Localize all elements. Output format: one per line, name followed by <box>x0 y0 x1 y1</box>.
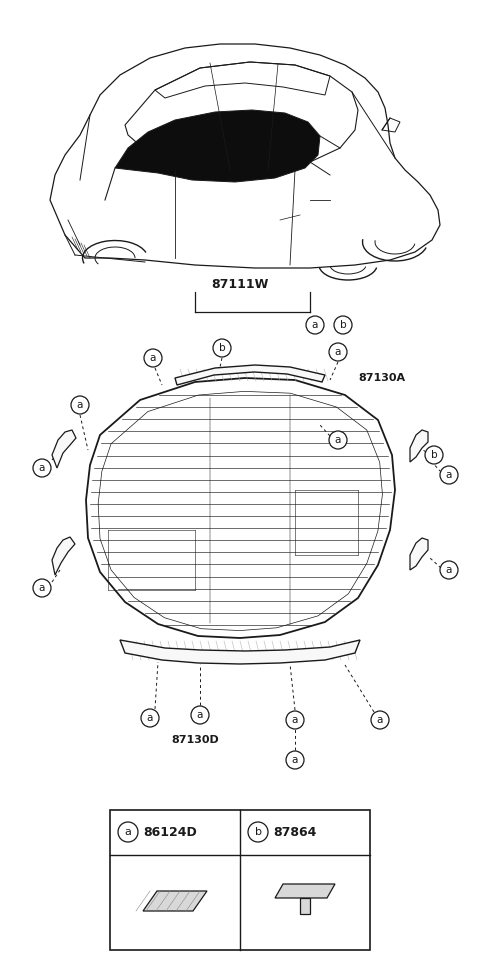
Circle shape <box>440 466 458 484</box>
Circle shape <box>286 711 304 729</box>
Text: a: a <box>377 715 383 725</box>
Circle shape <box>33 459 51 477</box>
Text: a: a <box>335 347 341 357</box>
Text: a: a <box>197 710 203 720</box>
Text: a: a <box>292 715 298 725</box>
Text: b: b <box>254 827 262 837</box>
Text: a: a <box>150 353 156 363</box>
Circle shape <box>440 561 458 579</box>
Circle shape <box>141 709 159 727</box>
Text: 87130D: 87130D <box>171 735 219 745</box>
Text: b: b <box>340 320 346 330</box>
Circle shape <box>213 339 231 357</box>
Text: b: b <box>219 343 225 353</box>
Text: 87130A: 87130A <box>358 373 405 383</box>
Text: 86124D: 86124D <box>143 825 197 839</box>
Polygon shape <box>300 898 310 914</box>
Text: a: a <box>77 400 83 410</box>
Polygon shape <box>410 430 428 462</box>
Text: a: a <box>125 827 132 837</box>
Text: a: a <box>39 583 45 593</box>
Circle shape <box>334 316 352 334</box>
Text: a: a <box>147 713 153 723</box>
Bar <box>110 810 370 950</box>
Text: a: a <box>312 320 318 330</box>
Circle shape <box>191 706 209 724</box>
Polygon shape <box>410 538 428 570</box>
Polygon shape <box>120 640 360 664</box>
Polygon shape <box>52 430 76 468</box>
Circle shape <box>425 446 443 464</box>
Circle shape <box>329 343 347 361</box>
Text: a: a <box>39 463 45 473</box>
Circle shape <box>71 396 89 414</box>
Text: a: a <box>292 755 298 765</box>
Polygon shape <box>52 537 75 575</box>
Text: a: a <box>335 435 341 445</box>
Polygon shape <box>143 891 207 911</box>
Text: b: b <box>431 450 437 460</box>
Text: 87111W: 87111W <box>211 278 269 291</box>
Circle shape <box>118 822 138 842</box>
Text: a: a <box>446 470 452 480</box>
Circle shape <box>248 822 268 842</box>
Polygon shape <box>115 110 320 182</box>
Circle shape <box>306 316 324 334</box>
Circle shape <box>371 711 389 729</box>
Text: a: a <box>446 565 452 575</box>
Circle shape <box>286 751 304 769</box>
Circle shape <box>33 579 51 597</box>
Circle shape <box>144 349 162 367</box>
Circle shape <box>329 431 347 449</box>
Polygon shape <box>175 365 325 385</box>
Text: 87864: 87864 <box>273 825 316 839</box>
Polygon shape <box>275 884 335 898</box>
